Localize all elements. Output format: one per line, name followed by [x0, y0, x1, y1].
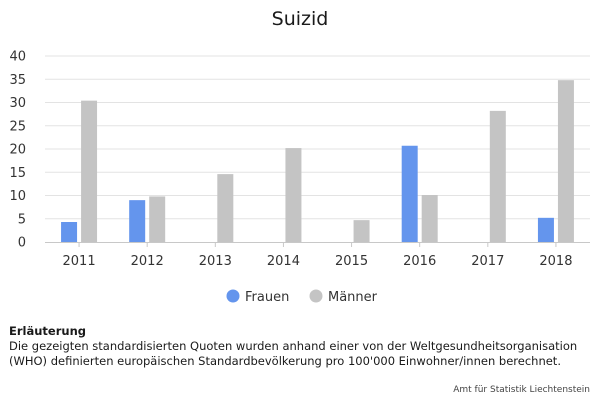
chart-title: Suizid — [271, 8, 329, 30]
note-text: Die gezeigten standardisierten Quoten wu… — [9, 339, 578, 368]
bar-mnner-2011[interactable] — [81, 100, 98, 242]
bar-mnner-2017[interactable] — [489, 110, 506, 243]
legend-label[interactable]: Männer — [328, 290, 378, 305]
explanation-note: Erläuterung Die gezeigten standardisiert… — [9, 324, 594, 369]
y-tick-label: 10 — [9, 189, 26, 204]
y-tick-label: 40 — [9, 50, 26, 65]
bar-mnner-2016[interactable] — [421, 195, 438, 242]
x-tick-label: 2017 — [471, 254, 504, 269]
axes: 0 5 10 15 20 25 30 35 40 2011 2012 2013 2014 2015 2016… — [9, 50, 590, 269]
y-tick-label: 15 — [9, 166, 26, 181]
bar-frauen-2011[interactable] — [61, 222, 78, 242]
bar-chart: 0 5 10 15 20 25 30 35 40 2011 2012 2013 2014 2015 2016… — [9, 50, 590, 306]
bar-mnner-2018[interactable] — [557, 80, 574, 243]
x-tick-label: 2011 — [63, 254, 96, 269]
legend[interactable]: Frauen Männer — [226, 289, 378, 306]
y-tick-label: 20 — [9, 143, 26, 158]
y-tick-label: 35 — [9, 73, 26, 88]
note-heading: Erläuterung — [9, 324, 86, 338]
x-tick-label: 2012 — [131, 254, 164, 269]
x-tick-label: 2016 — [403, 254, 436, 269]
bar-frauen-2018[interactable] — [537, 217, 554, 242]
x-tick-label: 2018 — [539, 254, 572, 269]
y-tick-label: 25 — [9, 119, 26, 134]
y-tick-label: 0 — [18, 236, 26, 251]
y-tick-label: 5 — [18, 212, 26, 227]
x-tick-label: 2015 — [335, 254, 368, 269]
source-credit: Amt für Statistik Liechtenstein — [453, 385, 590, 395]
grid-lines — [45, 55, 590, 220]
bars — [61, 80, 574, 243]
bar-mnner-2014[interactable] — [285, 148, 302, 242]
x-tick-label: 2013 — [199, 254, 232, 269]
bar-mnner-2013[interactable] — [217, 174, 234, 242]
legend-label[interactable]: Frauen — [245, 290, 289, 305]
bar-mnner-2015[interactable] — [353, 220, 370, 242]
x-tick-label: 2014 — [267, 254, 300, 269]
bar-mnner-2012[interactable] — [149, 196, 166, 242]
legend-marker-frauen[interactable] — [226, 289, 240, 303]
y-tick-label: 30 — [9, 96, 26, 111]
bar-frauen-2012[interactable] — [129, 200, 146, 242]
bar-frauen-2016[interactable] — [401, 145, 418, 242]
legend-marker-mnner[interactable] — [309, 289, 323, 303]
